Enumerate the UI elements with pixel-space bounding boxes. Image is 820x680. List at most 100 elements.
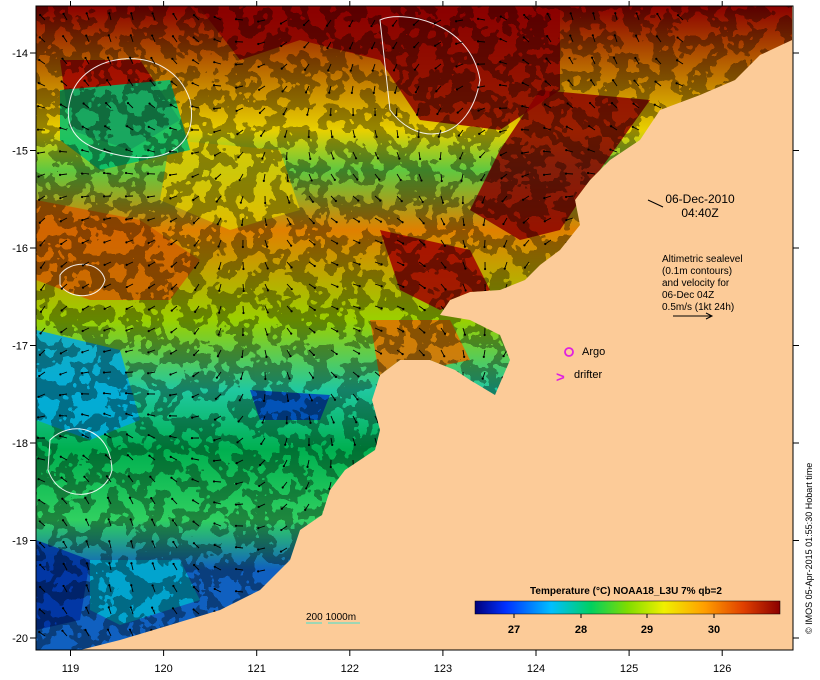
velocity-arrow-head: [39, 244, 42, 247]
velocity-arrow: [152, 13, 156, 21]
velocity-arrow: [128, 476, 134, 483]
velocity-arrow-head: [37, 81, 40, 85]
velocity-arrow-head: [333, 398, 337, 401]
velocity-arrow: [352, 371, 359, 377]
velocity-arrow: [614, 13, 618, 21]
velocity-arrow: [483, 217, 486, 225]
velocity-arrow-head: [235, 86, 238, 89]
velocity-arrow: [130, 607, 134, 615]
velocity-arrow: [236, 459, 244, 464]
velocity-arrow-head: [302, 23, 306, 27]
velocity-arrow: [500, 151, 508, 156]
velocity-arrow: [151, 35, 156, 43]
velocity-arrow-head: [191, 395, 194, 399]
velocity-arrow-head: [463, 245, 466, 248]
velocity-arrow: [173, 13, 178, 21]
velocity-arrow-head: [60, 476, 63, 479]
velocity-arrow: [129, 57, 134, 65]
velocity-arrow: [129, 497, 134, 505]
velocity-arrow-head: [285, 157, 288, 161]
velocity-arrow-head: [413, 46, 416, 49]
velocity-arrow: [130, 585, 134, 593]
velocity-arrow: [286, 173, 289, 181]
velocity-arrow: [478, 85, 486, 88]
velocity-arrow: [418, 195, 424, 203]
velocity-arrow: [418, 173, 422, 181]
velocity-arrow-head: [329, 113, 332, 117]
velocity-arrow-head: [303, 68, 307, 71]
velocity-arrow: [214, 61, 222, 65]
velocity-arrow-head: [289, 223, 292, 226]
velocity-arrow: [40, 283, 46, 291]
velocity-arrow: [236, 568, 244, 571]
velocity-arrow-head: [242, 289, 245, 293]
velocity-arrow-head: [170, 331, 173, 334]
velocity-arrow: [308, 327, 315, 333]
velocity-arrow-head: [80, 172, 84, 175]
velocity-arrow-head: [611, 79, 615, 82]
velocity-arrow: [462, 283, 467, 291]
velocity-arrow-head: [402, 285, 405, 288]
velocity-arrow-head: [375, 135, 378, 138]
velocity-arrow: [83, 103, 90, 109]
velocity-arrow: [330, 349, 337, 355]
velocity-arrow-head: [169, 373, 172, 376]
velocity-arrow: [38, 195, 46, 201]
velocity-arrow-head: [192, 198, 195, 202]
velocity-arrow-head: [81, 241, 84, 245]
velocity-arrow-head: [482, 223, 485, 226]
velocity-arrow-head: [106, 56, 110, 59]
velocity-arrow: [130, 563, 134, 571]
velocity-arrow-head: [433, 44, 437, 47]
velocity-arrow: [264, 283, 269, 291]
velocity-arrow: [308, 195, 314, 203]
velocity-arrow: [148, 371, 156, 374]
velocity-arrow: [83, 455, 90, 461]
velocity-arrow-head: [336, 307, 339, 310]
velocity-arrow: [352, 327, 360, 332]
velocity-arrow-head: [125, 218, 128, 221]
velocity-arrow: [218, 283, 222, 291]
velocity-arrow: [258, 63, 266, 68]
velocity-arrow: [60, 371, 68, 375]
velocity-arrow: [374, 151, 379, 159]
velocity-arrow-head: [236, 441, 239, 444]
velocity-arrow-head: [463, 355, 466, 359]
velocity-arrow: [462, 327, 466, 335]
velocity-arrow-head: [146, 195, 150, 199]
velocity-arrow: [546, 35, 552, 43]
velocity-arrow: [264, 239, 268, 247]
velocity-arrow: [148, 217, 156, 221]
velocity-arrow: [192, 82, 200, 87]
velocity-arrow-head: [81, 308, 85, 311]
velocity-arrow-head: [413, 68, 417, 71]
velocity-arrow-head: [193, 332, 196, 335]
velocity-arrow-head: [290, 332, 293, 335]
velocity-arrow: [148, 195, 156, 198]
velocity-arrow: [456, 19, 464, 22]
velocity-arrow-head: [81, 219, 84, 222]
velocity-arrow: [104, 239, 112, 243]
velocity-arrow: [171, 261, 178, 267]
velocity-arrow-head: [258, 463, 262, 467]
velocity-arrow: [396, 195, 403, 202]
velocity-arrow-head: [103, 350, 106, 353]
velocity-arrow-head: [281, 90, 284, 93]
velocity-arrow: [566, 195, 574, 198]
velocity-arrow-head: [311, 200, 314, 203]
velocity-arrow-head: [417, 135, 420, 139]
velocity-arrow: [612, 79, 618, 87]
velocity-arrow-head: [103, 307, 106, 311]
velocity-arrow: [477, 40, 486, 43]
velocity-arrow-head: [102, 392, 106, 395]
velocity-arrow: [349, 41, 354, 49]
velocity-arrow-head: [81, 286, 85, 289]
velocity-arrow-head: [193, 244, 196, 247]
velocity-arrow-head: [212, 107, 216, 110]
velocity-arrow-head: [169, 220, 172, 223]
velocity-arrow: [236, 107, 244, 112]
velocity-arrow: [371, 19, 376, 27]
velocity-arrow: [418, 261, 425, 267]
velocity-arrow-head: [633, 79, 636, 82]
